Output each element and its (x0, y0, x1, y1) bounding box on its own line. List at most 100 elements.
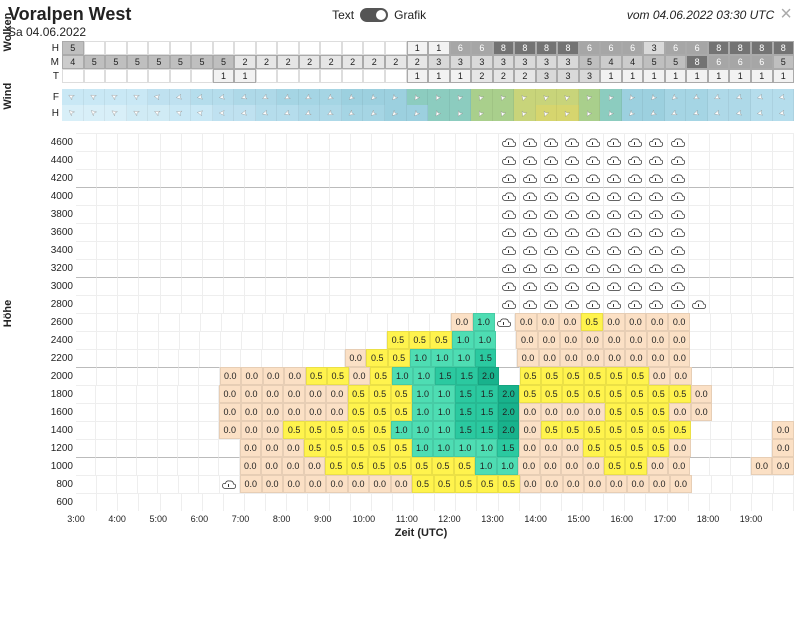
chart-cell (224, 241, 245, 259)
chart-cell (414, 151, 435, 169)
wolken-cell: 3 (428, 55, 450, 69)
wind-cell (665, 89, 687, 105)
chart-cell (199, 385, 219, 403)
chart-cell (414, 259, 435, 277)
chart-cell (477, 259, 498, 277)
chart-cell (263, 331, 284, 349)
chart-cell: 1.0 (413, 367, 435, 385)
chart-cell (97, 205, 118, 223)
chart-cell (752, 151, 773, 169)
chart-cell (266, 205, 287, 223)
altitude-label: 4600 (48, 137, 76, 148)
wolken-cell: 8 (514, 41, 536, 55)
section-label-wolken: Wolken (2, 13, 14, 52)
chart-cell (372, 223, 393, 241)
chart-cell (330, 295, 351, 313)
wolken-cell: 3 (557, 55, 579, 69)
wind-row-label: F (48, 92, 62, 103)
chart-cell (499, 151, 520, 169)
chart-cell (139, 241, 160, 259)
wolken-cell (363, 69, 385, 83)
chart-cell: 0.0 (559, 313, 581, 331)
wind-cell (105, 105, 127, 121)
chart-cell (161, 205, 182, 223)
chart-cell (203, 169, 224, 187)
wind-cell (320, 105, 342, 121)
view-toggle[interactable]: Text Grafik (332, 8, 426, 22)
wolken-cell: 6 (600, 41, 622, 55)
chart-cell (308, 295, 329, 313)
chart-cell (308, 241, 329, 259)
chart-cell: 0.5 (306, 367, 328, 385)
chart-cell: 1.5 (476, 403, 497, 421)
chart-cell (161, 277, 182, 295)
chart-cell (308, 493, 329, 511)
chart-cell (180, 313, 201, 331)
chart-cell (161, 259, 182, 277)
chart-cell: 0.0 (562, 403, 583, 421)
chart-cell (541, 223, 562, 241)
wind-cell (62, 105, 84, 121)
chart-cell (689, 187, 710, 205)
toggle-switch-icon[interactable] (360, 8, 388, 22)
chart-cell (159, 349, 180, 367)
wolken-cell: 2 (471, 69, 493, 83)
wolken-cell: 1 (600, 69, 622, 83)
chart-cell: 0.0 (516, 331, 538, 349)
chart-cell (583, 223, 604, 241)
chart-cell (731, 187, 752, 205)
chart-cell (76, 205, 97, 223)
chart-cell (625, 493, 646, 511)
chart-cell (520, 223, 541, 241)
wind-cell (579, 89, 601, 105)
chart-cell (692, 367, 713, 385)
wolken-cell: 2 (277, 55, 299, 69)
chart-cell (203, 187, 224, 205)
chart-cell (562, 133, 583, 151)
wolken-cell: 5 (105, 55, 127, 69)
chart-cell: 0.5 (562, 385, 583, 403)
chart-cell (158, 475, 179, 493)
chart-cell (752, 205, 773, 223)
chart-cell (430, 313, 451, 331)
chart-cell (221, 331, 242, 349)
close-icon[interactable]: × (780, 4, 792, 24)
chart-cell (372, 493, 393, 511)
chart-cell (646, 295, 667, 313)
chart-cell: 0.0 (560, 331, 582, 349)
chart-cell (477, 241, 498, 259)
wind-cell (84, 105, 106, 121)
wolken-cell: 1 (751, 69, 773, 83)
chart-cell: 0.5 (669, 421, 690, 439)
chart-cell: 0.5 (390, 457, 411, 475)
chart-cell (351, 133, 372, 151)
chart-cell (139, 187, 160, 205)
altitude-label: 600 (48, 497, 76, 508)
chart-cell (753, 385, 773, 403)
chart-cell: 0.0 (305, 475, 327, 493)
chart-cell (604, 187, 625, 205)
chart-cell (203, 277, 224, 295)
chart-cell: 0.5 (541, 367, 563, 385)
chart-cell (179, 475, 200, 493)
chart-cell: 0.5 (327, 367, 349, 385)
wolken-cell: 2 (514, 69, 536, 83)
chart-cell: 0.0 (219, 403, 240, 421)
wind-cell (191, 105, 213, 121)
chart-cell (203, 259, 224, 277)
wolken-cell (127, 41, 149, 55)
chart-cell (625, 169, 646, 187)
chart-cell (351, 493, 372, 511)
chart-cell: 0.0 (283, 475, 305, 493)
chart-cell (372, 169, 393, 187)
chart-cell: 0.0 (515, 313, 537, 331)
chart-cell (541, 295, 562, 313)
chart-cell (97, 493, 118, 511)
chart-cell (245, 223, 266, 241)
chart-cell (625, 133, 646, 151)
chart-cell: 0.5 (387, 331, 409, 349)
chart-cell: 0.5 (411, 457, 432, 475)
chart-cell (710, 133, 731, 151)
chart-cell (733, 367, 754, 385)
chart-cell (224, 151, 245, 169)
